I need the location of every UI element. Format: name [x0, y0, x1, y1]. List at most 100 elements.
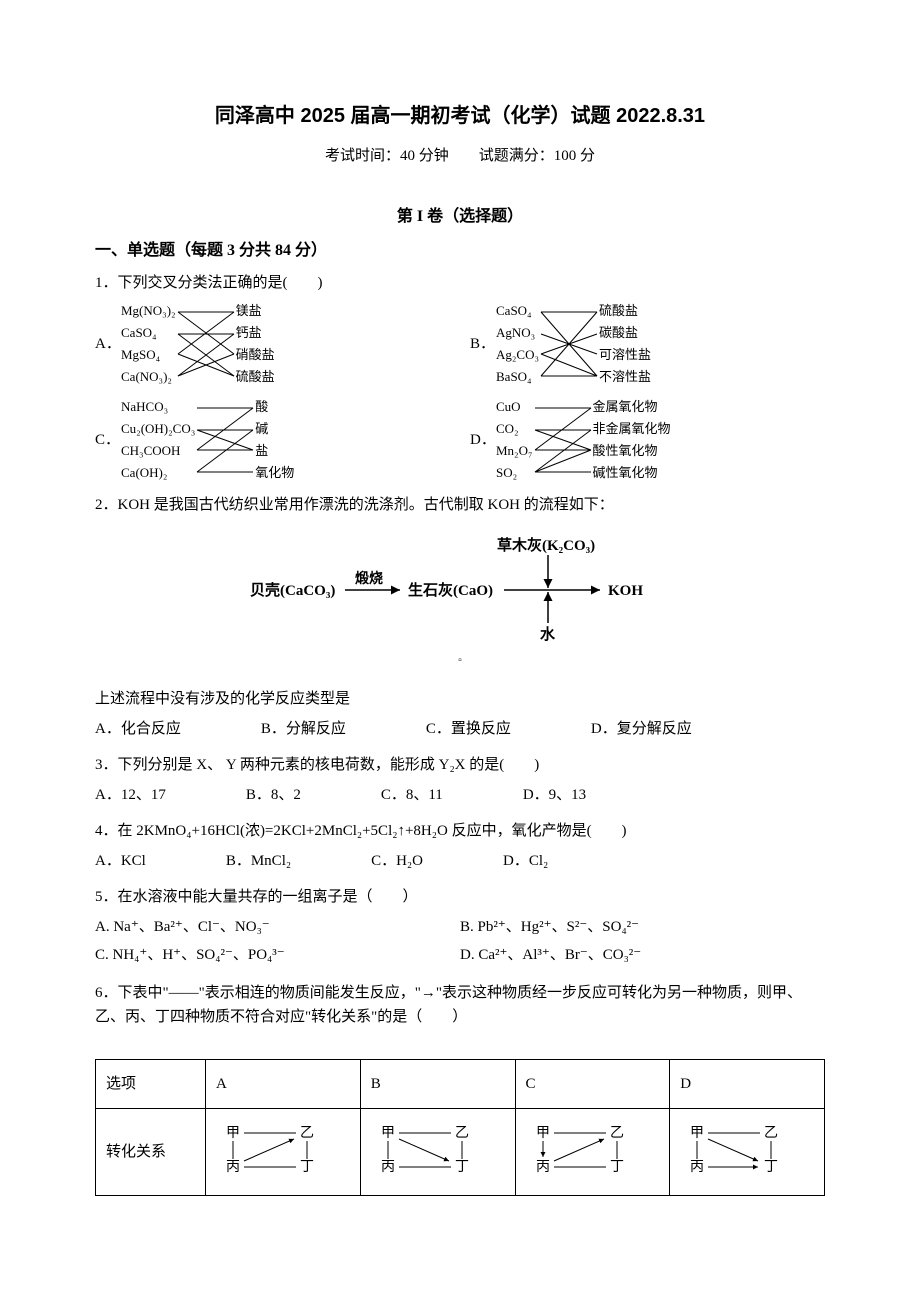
q1-b-label: B．	[470, 332, 496, 356]
conversion-diagram-icon: 甲 乙 丙 丁	[680, 1121, 790, 1175]
flow-shell: 贝壳(CaCO₃)	[250, 581, 335, 599]
q1-b-l0: CaSO₄	[496, 301, 539, 321]
q2-options: A．化合反应 B．分解反应 C．置换反应 D．复分解反应	[95, 717, 825, 741]
q6-h3: C	[515, 1060, 670, 1109]
q1-a-diagram: Mg(NO₃)₂ CaSO₄ MgSO₄ Ca(NO₃)₂ 镁盐	[121, 301, 275, 387]
table-row: 转化关系 甲 乙 丙 丁 甲 乙	[96, 1109, 825, 1196]
question-4: 4．在 2KMnO₄+16HCl(浓)=2KCl+2MnCl₂+5Cl₂↑+8H…	[95, 819, 825, 873]
q1-c-l3: Ca(OH)₂	[121, 463, 195, 483]
q5-stem: 5．在水溶液中能大量共存的一组离子是（ ）	[95, 885, 825, 909]
q1-c-right: 酸 碱 盐 氧化物	[255, 397, 294, 483]
q1-a-l3: Ca(NO₃)₂	[121, 367, 176, 387]
q2-b: B．分解反应	[261, 717, 346, 741]
q6-cell-c: 甲 乙 丙 丁	[515, 1109, 670, 1196]
flow-lime: 生石灰(CaO)	[408, 581, 493, 599]
conversion-diagram-icon: 甲 乙 丙 丁	[216, 1121, 326, 1175]
q3-a: A．12、17	[95, 783, 166, 807]
q1-d-l0: CuO	[496, 397, 533, 417]
svg-text:丁: 丁	[610, 1160, 624, 1175]
svg-text:乙: 乙	[610, 1125, 624, 1141]
q1-d-diagram: CuO CO₂ Mn₂O₇ SO₂ 金属氧化物 非金	[496, 397, 671, 483]
q2-post: 上述流程中没有涉及的化学反应类型是	[95, 687, 825, 711]
question-6: 6．下表中"——"表示相连的物质间能发生反应，"→"表示这种物质经一步反应可转化…	[95, 981, 825, 1196]
svg-text:甲: 甲	[381, 1126, 395, 1141]
q3-stem: 3．下列分别是 X、 Y 两种元素的核电荷数，能形成 Y₂X 的是( )	[95, 753, 825, 777]
conversion-diagram-icon: 甲 乙 丙 丁	[526, 1121, 636, 1175]
section-1-title: 第 I 卷（选择题）	[95, 204, 825, 230]
q1-c-left: NaHCO₃ Cu₂(OH)₂CO₃ CH₃COOH Ca(OH)₂	[121, 397, 195, 483]
flow-product: KOH	[608, 583, 643, 599]
q1-a-right: 镁盐 钙盐 硝酸盐 硫酸盐	[236, 301, 275, 387]
q6-h1: A	[206, 1060, 361, 1109]
table-row: 选项 A B C D	[96, 1060, 825, 1109]
q5-options: A. Na⁺、Ba²⁺、Cl⁻、NO₃⁻ B. Pb²⁺、Hg²⁺、S²⁻、SO…	[95, 915, 825, 971]
q4-stem: 4．在 2KMnO₄+16HCl(浓)=2KCl+2MnCl₂+5Cl₂↑+8H…	[95, 819, 825, 843]
q1-option-a: A． Mg(NO₃)₂ CaSO₄ MgSO₄ Ca(NO₃)₂	[95, 301, 450, 387]
conversion-diagram-icon: 甲 乙 丙 丁	[371, 1121, 481, 1175]
svg-text:丙: 丙	[536, 1160, 550, 1175]
svg-text:丁: 丁	[455, 1160, 469, 1175]
q5-c: C. NH₄⁺、H⁺、SO₄²⁻、PO₄³⁻	[95, 943, 460, 967]
flow-svg: 贝壳(CaCO₃) 煅烧 生石灰(CaO) 草木灰(K₂CO₃) 水 KOH	[250, 535, 670, 645]
q6-cell-b: 甲 乙 丙 丁	[360, 1109, 515, 1196]
svg-text:乙: 乙	[300, 1125, 314, 1141]
q1-a-l2: MgSO₄	[121, 345, 176, 365]
q1-b-left: CaSO₄ AgNO₃ Ag₂CO₃ BaSO₄	[496, 301, 539, 387]
q3-b: B．8、2	[246, 783, 301, 807]
q1-a-r1: 钙盐	[236, 323, 275, 343]
q1-a-l0: Mg(NO₃)₂	[121, 301, 176, 321]
q1-c-l2: CH₃COOH	[121, 441, 195, 461]
svg-text:甲: 甲	[690, 1126, 704, 1141]
q2-flow-diagram: 贝壳(CaCO₃) 煅烧 生石灰(CaO) 草木灰(K₂CO₃) 水 KOH ▫	[95, 535, 825, 669]
q1-b-r2: 可溶性盐	[599, 345, 651, 365]
q6-stem: 6．下表中"——"表示相连的物质间能发生反应，"→"表示这种物质经一步反应可转化…	[95, 981, 825, 1029]
q1-c-r2: 盐	[255, 441, 294, 461]
q1-c-l1: Cu₂(OH)₂CO₃	[121, 419, 195, 439]
svg-text:乙: 乙	[455, 1125, 469, 1141]
flow-water: 水	[540, 625, 556, 643]
q1-row-2: C． NaHCO₃ Cu₂(OH)₂CO₃ CH₃COOH Ca(OH)₂	[95, 397, 825, 483]
q1-option-c: C． NaHCO₃ Cu₂(OH)₂CO₃ CH₃COOH Ca(OH)₂	[95, 397, 450, 483]
svg-text:丙: 丙	[226, 1160, 240, 1175]
q2-a: A．化合反应	[95, 717, 181, 741]
svg-text:丁: 丁	[300, 1160, 314, 1175]
q6-cell-a: 甲 乙 丙 丁	[206, 1109, 361, 1196]
q1-a-l1: CaSO₄	[121, 323, 176, 343]
question-1: 1．下列交叉分类法正确的是( ) A． Mg(NO₃)₂ CaSO₄ MgSO₄…	[95, 271, 825, 483]
q1-d-l2: Mn₂O₇	[496, 441, 533, 461]
q1-c-r0: 酸	[255, 397, 294, 417]
q3-c: C．8、11	[381, 783, 443, 807]
q1-a-r0: 镁盐	[236, 301, 275, 321]
q1-b-right: 硫酸盐 碳酸盐 可溶性盐 不溶性盐	[599, 301, 651, 387]
q4-a: A．KCl	[95, 849, 146, 873]
q1-c-r3: 氧化物	[255, 463, 294, 483]
part-1-title: 一、单选题（每题 3 分共 84 分）	[95, 238, 825, 264]
q1-option-d: D． CuO CO₂ Mn₂O₇ SO₂	[470, 397, 825, 483]
q6-h4: D	[670, 1060, 825, 1109]
q1-a-left: Mg(NO₃)₂ CaSO₄ MgSO₄ Ca(NO₃)₂	[121, 301, 176, 387]
q1-c-l0: NaHCO₃	[121, 397, 195, 417]
q1-d-r3: 碱性氧化物	[593, 463, 671, 483]
q1-b-r1: 碳酸盐	[599, 323, 651, 343]
q6-h0: 选项	[96, 1060, 206, 1109]
cross-lines-icon	[539, 302, 599, 386]
q1-d-left: CuO CO₂ Mn₂O₇ SO₂	[496, 397, 533, 483]
q1-c-r1: 碱	[255, 419, 294, 439]
q2-c: C．置换反应	[426, 717, 511, 741]
q1-d-r2: 酸性氧化物	[593, 441, 671, 461]
q1-b-l2: Ag₂CO₃	[496, 345, 539, 365]
q5-a: A. Na⁺、Ba²⁺、Cl⁻、NO₃⁻	[95, 915, 460, 939]
q4-d: D．Cl₂	[503, 849, 548, 873]
svg-text:丙: 丙	[690, 1160, 704, 1175]
svg-text:乙: 乙	[764, 1125, 778, 1141]
q1-a-r3: 硫酸盐	[236, 367, 275, 387]
q3-options: A．12、17 B．8、2 C．8、11 D．9、13	[95, 783, 825, 807]
exam-info: 考试时间：40 分钟 试题满分：100 分	[95, 144, 825, 168]
q1-b-l1: AgNO₃	[496, 323, 539, 343]
q1-option-b: B． CaSO₄ AgNO₃ Ag₂CO₃ BaSO₄	[470, 301, 825, 387]
q2-d: D．复分解反应	[591, 717, 692, 741]
svg-text:甲: 甲	[536, 1126, 550, 1141]
page-title: 同泽高中 2025 届高一期初考试（化学）试题 2022.8.31	[95, 100, 825, 132]
question-3: 3．下列分别是 X、 Y 两种元素的核电荷数，能形成 Y₂X 的是( ) A．1…	[95, 753, 825, 807]
q1-a-r2: 硝酸盐	[236, 345, 275, 365]
